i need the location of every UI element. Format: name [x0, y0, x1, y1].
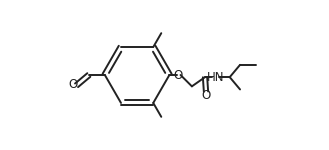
Text: O: O: [174, 69, 183, 81]
Text: O: O: [201, 89, 211, 102]
Text: O: O: [68, 78, 78, 91]
Text: HN: HN: [207, 71, 224, 84]
